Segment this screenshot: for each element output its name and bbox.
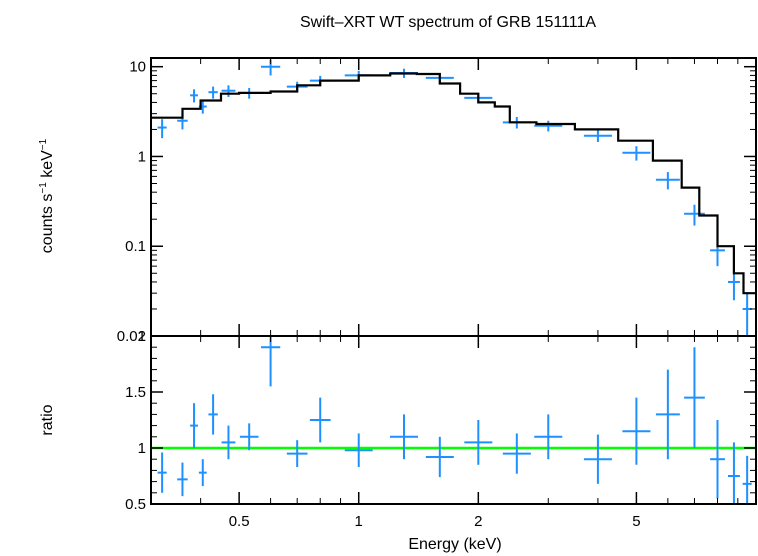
ratio-point [728, 442, 740, 504]
data-point [655, 172, 680, 190]
data-point [622, 146, 651, 161]
ratio-panel-frame [150, 335, 757, 505]
spectrum-panel: 10 1 0.1 0.01 counts s−1 keV−1 [38, 57, 757, 345]
x-tick-label: 5 [632, 513, 640, 530]
ratio-point [260, 336, 281, 387]
x-tick-label: 0.5 [229, 513, 250, 530]
ratio-point [742, 455, 752, 504]
ratio-point [502, 433, 531, 474]
data-point [583, 130, 612, 142]
data-point [190, 89, 198, 103]
y-tick-label: 0.5 [125, 496, 146, 513]
chart-title: Swift–XRT WT spectrum of GRB 151111A [300, 14, 596, 31]
spectrum-data-layer [157, 59, 752, 336]
data-point [728, 269, 740, 301]
x-tick-label: 2 [474, 513, 482, 530]
ratio-panel: 0.5 1 2 5 2 1.5 1 0.5 ratio Energy (keV) [39, 328, 757, 553]
spectrum-panel-frame [150, 57, 757, 337]
y-tick-label: 1.5 [125, 384, 146, 401]
model-curve [151, 72, 756, 295]
ratio-point [239, 423, 259, 451]
ratio-point [309, 397, 331, 443]
ratio-point [389, 414, 418, 460]
ratio-point [344, 433, 373, 468]
ratio-point [464, 420, 493, 465]
data-point [742, 293, 752, 336]
ratio-point [177, 462, 188, 497]
ratio-data-layer [157, 336, 752, 504]
data-point [157, 119, 167, 139]
x-tick-label: 1 [355, 513, 363, 530]
data-point [534, 120, 563, 132]
ratio-point [286, 440, 308, 468]
ratio-point [425, 436, 454, 478]
y-tick-label: 2 [138, 328, 146, 345]
ratio-y-axis-label: ratio [39, 404, 56, 435]
ratio-point [710, 420, 725, 499]
y-tick-label: 1 [138, 440, 146, 457]
ratio-point [190, 403, 198, 448]
ratio-point [583, 434, 612, 484]
y-tick-label: 1 [138, 148, 146, 165]
ratio-point [221, 425, 236, 460]
ratio-point [684, 347, 705, 448]
ratio-point [622, 397, 651, 465]
y-tick-label: 0.01 [117, 328, 146, 345]
x-axis-label: Energy (keV) [408, 536, 501, 553]
data-point [684, 204, 705, 226]
ratio-point [655, 369, 680, 460]
y-tick-label: 10 [129, 59, 146, 76]
data-point [221, 85, 236, 97]
spectrum-y-axis-label: counts s−1 keV−1 [38, 138, 56, 253]
ratio-point [534, 414, 563, 460]
y-tick-label: 0.1 [125, 238, 146, 255]
ratio-axes: 0.5 1 2 5 2 1.5 1 0.5 [125, 328, 756, 530]
ratio-point [157, 452, 167, 493]
ratio-point [198, 459, 207, 487]
data-point [208, 86, 218, 99]
ratio-point [208, 394, 218, 435]
